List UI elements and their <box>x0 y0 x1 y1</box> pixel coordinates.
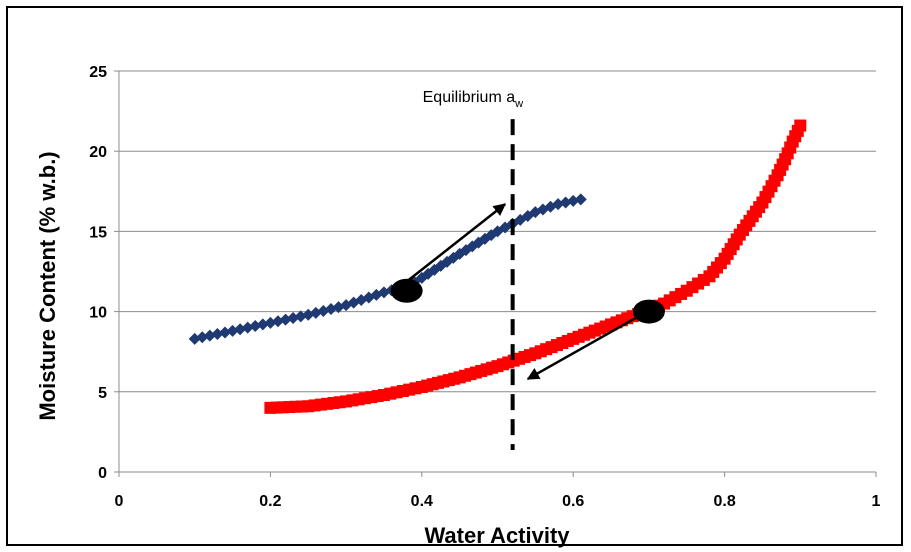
equilibrium-label: Equilibrium aw <box>423 89 523 110</box>
x-tick-label: 0.4 <box>411 493 433 510</box>
chart-frame <box>6 6 903 546</box>
axes: 0 5 10 15 20 25 0 0.2 0.4 0.6 0.8 1 <box>89 64 880 510</box>
square-marker <box>794 119 807 132</box>
arrow-2 <box>526 313 642 381</box>
y-tick-label: 0 <box>98 465 107 482</box>
highlight-point-2 <box>632 299 665 324</box>
series-layer <box>188 119 807 414</box>
y-tick-label: 5 <box>98 385 107 402</box>
y-tick-label: 10 <box>89 305 107 322</box>
x-tick-label: 0.2 <box>259 493 281 510</box>
equilibrium-label-subscript: w <box>514 98 523 110</box>
x-tick-label: 1 <box>872 493 881 510</box>
x-tick-label: 0 <box>115 493 124 510</box>
gridlines <box>119 70 876 393</box>
arrow-1 <box>398 203 507 289</box>
y-axis-title: Moisture Content (% w.b.) <box>35 151 60 420</box>
series-1 <box>188 193 587 345</box>
x-tick-label: 0.8 <box>713 493 735 510</box>
y-tick-label: 25 <box>89 64 107 81</box>
series-2 <box>264 119 807 414</box>
y-tick-label: 15 <box>89 224 107 241</box>
x-axis-title: Water Activity <box>424 523 570 548</box>
annotations: Equilibrium aw <box>390 89 665 450</box>
highlight-point-1 <box>390 278 423 303</box>
diamond-marker <box>574 193 587 206</box>
diamond-marker <box>249 320 262 333</box>
x-tick-label: 0.6 <box>562 493 584 510</box>
y-tick-label: 20 <box>89 144 107 161</box>
